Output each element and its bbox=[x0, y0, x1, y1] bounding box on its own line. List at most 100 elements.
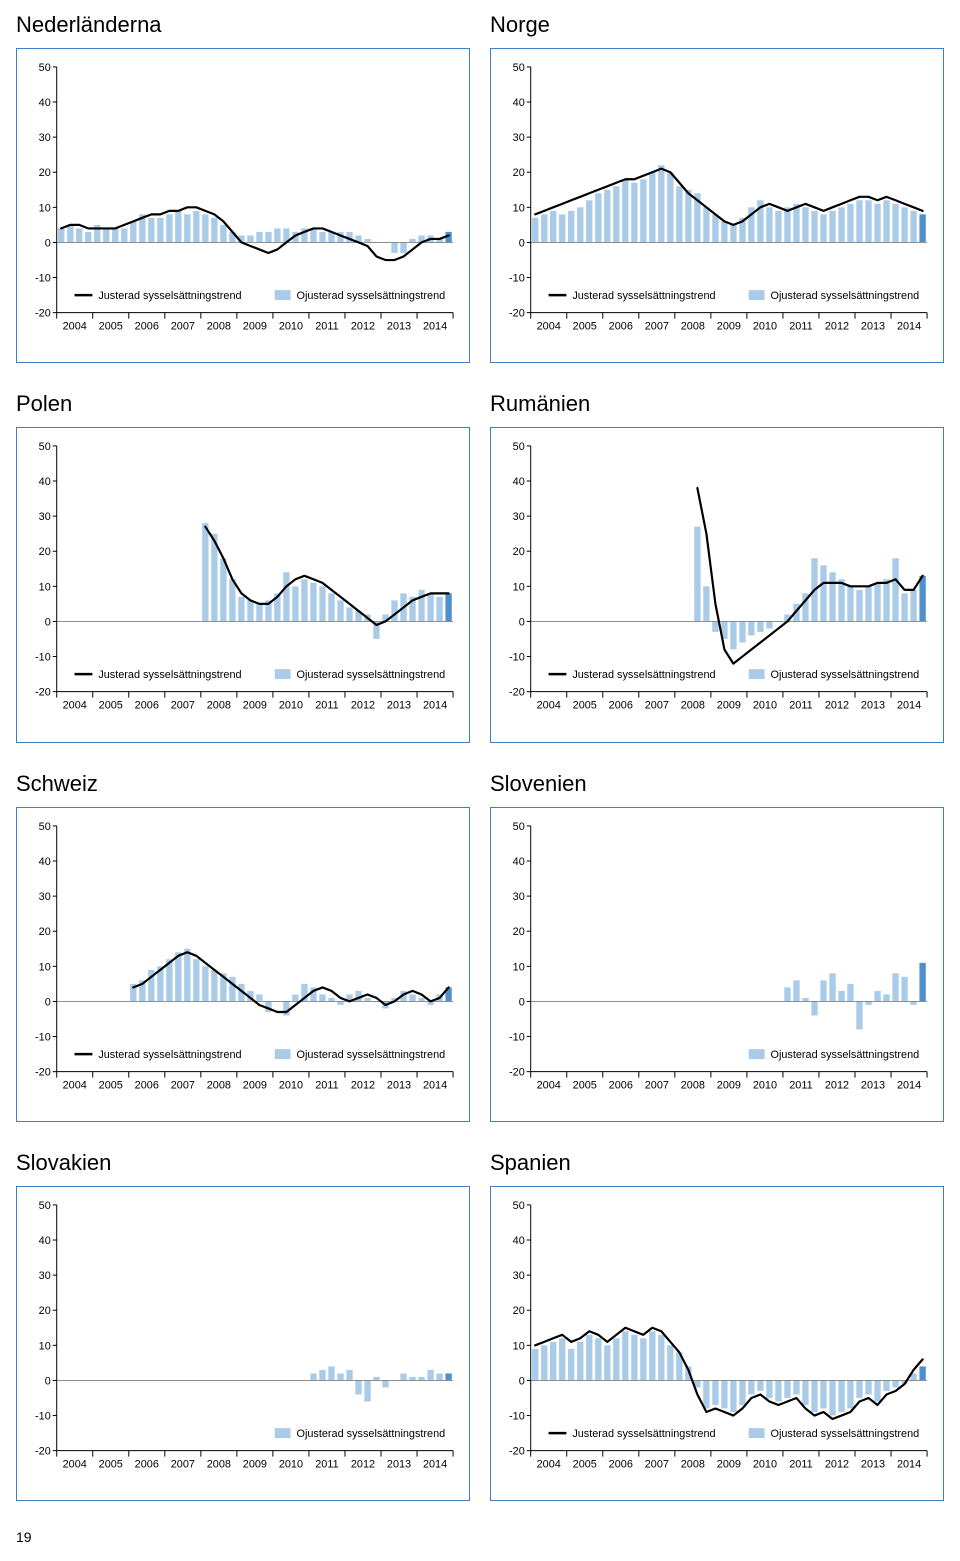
svg-text:2005: 2005 bbox=[573, 700, 597, 712]
bar bbox=[748, 622, 754, 636]
svg-text:Ojusterad sysselsättningstrend: Ojusterad sysselsättningstrend bbox=[771, 1428, 920, 1440]
bar bbox=[892, 559, 898, 622]
svg-text:30: 30 bbox=[513, 891, 525, 903]
bar bbox=[649, 1331, 655, 1380]
bar bbox=[910, 211, 916, 243]
svg-text:30: 30 bbox=[39, 511, 51, 523]
svg-text:30: 30 bbox=[513, 132, 525, 144]
bar bbox=[301, 580, 307, 622]
bar bbox=[784, 207, 790, 242]
bar bbox=[175, 211, 181, 243]
chart-panel: Norge-20-1001020304050200420052006200720… bbox=[490, 12, 944, 363]
bar bbox=[184, 948, 190, 1001]
svg-text:2014: 2014 bbox=[423, 320, 447, 332]
svg-text:2012: 2012 bbox=[825, 700, 849, 712]
svg-text:10: 10 bbox=[39, 961, 51, 973]
svg-text:2012: 2012 bbox=[825, 1079, 849, 1091]
svg-text:2008: 2008 bbox=[207, 1458, 231, 1470]
svg-text:2008: 2008 bbox=[681, 1079, 705, 1091]
bar bbox=[328, 594, 334, 622]
svg-text:2009: 2009 bbox=[717, 700, 741, 712]
bar bbox=[319, 1370, 325, 1381]
svg-text:2007: 2007 bbox=[171, 320, 195, 332]
svg-text:40: 40 bbox=[39, 856, 51, 868]
svg-text:10: 10 bbox=[39, 1340, 51, 1352]
svg-text:2010: 2010 bbox=[279, 1079, 303, 1091]
bar bbox=[265, 232, 271, 243]
bar bbox=[730, 622, 736, 650]
bar bbox=[811, 1380, 817, 1412]
chart-title: Rumänien bbox=[490, 391, 944, 417]
svg-text:2012: 2012 bbox=[351, 1458, 375, 1470]
bar bbox=[847, 204, 853, 243]
svg-text:2006: 2006 bbox=[135, 320, 159, 332]
svg-text:50: 50 bbox=[39, 820, 51, 832]
svg-text:2009: 2009 bbox=[243, 1079, 267, 1091]
svg-text:-20: -20 bbox=[35, 1445, 51, 1457]
svg-text:20: 20 bbox=[39, 167, 51, 179]
chart-box: -20-100102030405020042005200620072008200… bbox=[16, 807, 470, 1122]
bar bbox=[130, 221, 136, 242]
bar bbox=[427, 594, 433, 622]
bar bbox=[838, 990, 844, 1001]
svg-text:20: 20 bbox=[513, 167, 525, 179]
bar bbox=[319, 587, 325, 622]
svg-text:20: 20 bbox=[39, 926, 51, 938]
trend-line bbox=[61, 207, 448, 260]
svg-text:0: 0 bbox=[519, 617, 525, 629]
bar bbox=[829, 973, 835, 1001]
svg-text:2004: 2004 bbox=[63, 320, 87, 332]
svg-text:2012: 2012 bbox=[825, 1458, 849, 1470]
bar bbox=[238, 597, 244, 622]
svg-text:2011: 2011 bbox=[789, 320, 812, 332]
chart-title: Norge bbox=[490, 12, 944, 38]
bar bbox=[649, 172, 655, 242]
chart-title: Slovenien bbox=[490, 771, 944, 797]
bar bbox=[739, 1380, 745, 1405]
svg-text:50: 50 bbox=[513, 441, 525, 453]
bar bbox=[730, 225, 736, 243]
bar bbox=[919, 962, 925, 1001]
svg-text:2007: 2007 bbox=[645, 1458, 669, 1470]
svg-text:10: 10 bbox=[39, 202, 51, 214]
svg-text:2010: 2010 bbox=[279, 320, 303, 332]
bar bbox=[283, 573, 289, 622]
bar bbox=[811, 211, 817, 243]
bar bbox=[229, 580, 235, 622]
bar bbox=[310, 583, 316, 622]
bar bbox=[76, 228, 82, 242]
bar bbox=[586, 1335, 592, 1381]
svg-text:0: 0 bbox=[45, 237, 51, 249]
svg-text:Ojusterad sysselsättningstrend: Ojusterad sysselsättningstrend bbox=[771, 290, 920, 302]
bar bbox=[883, 580, 889, 622]
bar bbox=[175, 952, 181, 1001]
bar bbox=[391, 601, 397, 622]
svg-text:-10: -10 bbox=[509, 273, 525, 285]
bar bbox=[112, 228, 118, 242]
svg-text:2014: 2014 bbox=[897, 320, 921, 332]
svg-text:Justerad sysselsättningstrend: Justerad sysselsättningstrend bbox=[572, 290, 715, 302]
chart-panel: Polen-20-1001020304050200420052006200720… bbox=[16, 391, 470, 742]
svg-text:2013: 2013 bbox=[387, 1458, 411, 1470]
bar bbox=[766, 207, 772, 242]
svg-text:2008: 2008 bbox=[681, 1458, 705, 1470]
bar bbox=[418, 997, 424, 1000]
bar bbox=[874, 1380, 880, 1401]
svg-text:2005: 2005 bbox=[99, 700, 123, 712]
svg-text:2005: 2005 bbox=[573, 1079, 597, 1091]
bar bbox=[919, 1366, 925, 1380]
bar bbox=[829, 1380, 835, 1415]
bar bbox=[409, 994, 415, 1001]
bar bbox=[631, 1335, 637, 1381]
page-number: 19 bbox=[16, 1529, 944, 1545]
svg-text:2011: 2011 bbox=[789, 1079, 812, 1091]
svg-text:2006: 2006 bbox=[135, 700, 159, 712]
bar bbox=[766, 622, 772, 629]
svg-text:2011: 2011 bbox=[315, 1458, 338, 1470]
svg-text:20: 20 bbox=[39, 546, 51, 558]
bar bbox=[739, 622, 745, 643]
svg-text:2008: 2008 bbox=[207, 700, 231, 712]
bar bbox=[631, 183, 637, 243]
bar bbox=[694, 527, 700, 622]
bar bbox=[247, 235, 253, 242]
